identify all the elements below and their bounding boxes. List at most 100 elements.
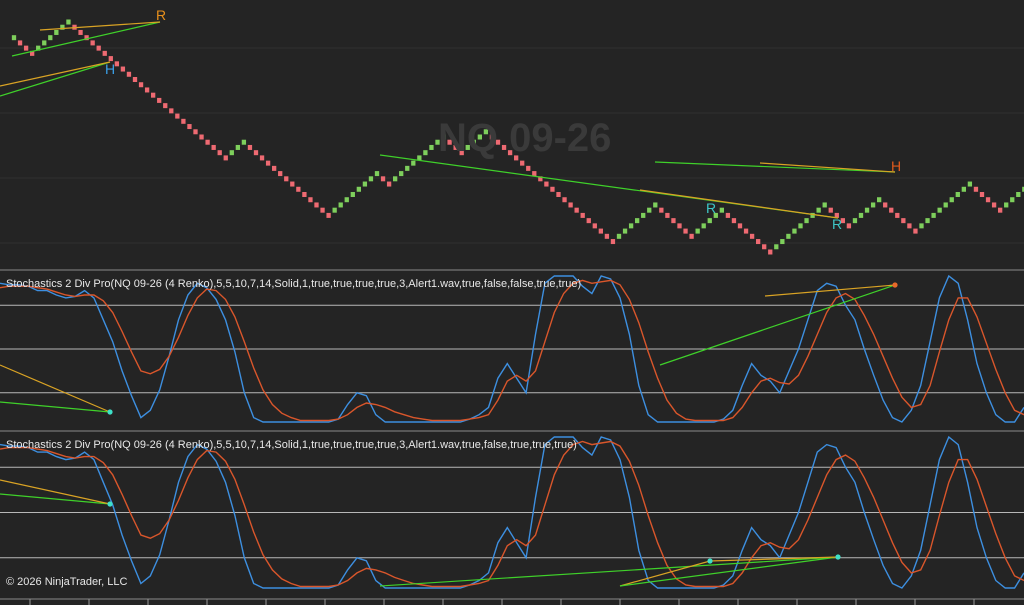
down-brick [308, 197, 313, 203]
down-brick [272, 165, 277, 171]
divergence-marker [707, 558, 713, 564]
up-brick [816, 207, 821, 213]
down-brick [181, 118, 186, 124]
down-brick [883, 202, 888, 208]
down-brick [453, 144, 458, 150]
down-brick [120, 66, 126, 72]
down-brick [532, 171, 537, 177]
up-brick [967, 181, 973, 187]
up-brick [943, 202, 948, 208]
down-brick [151, 92, 156, 98]
divergence-label: R [156, 7, 166, 23]
down-brick [762, 244, 767, 250]
divergence-marker [107, 501, 113, 507]
up-brick [393, 176, 398, 182]
up-brick [362, 181, 368, 187]
down-brick [84, 35, 89, 41]
down-brick [544, 181, 549, 187]
up-brick [1004, 202, 1009, 208]
slow-stochastic-line [0, 440, 1024, 588]
down-brick [114, 61, 119, 67]
indicator-title-2: Stochastics 2 Div Pro(NQ 09-26 (4 Renko)… [6, 439, 577, 451]
up-brick [713, 212, 718, 218]
down-brick [102, 50, 107, 56]
down-brick [175, 113, 180, 119]
up-brick [356, 186, 361, 192]
up-brick [719, 207, 724, 213]
bear-divergence-line [759, 162, 896, 173]
down-brick [278, 171, 283, 177]
down-brick [586, 218, 591, 224]
up-brick [786, 233, 791, 239]
up-brick [695, 228, 700, 234]
down-brick [568, 202, 573, 208]
up-brick [798, 223, 803, 229]
bull-divergence-line [654, 161, 896, 173]
bear-divergence-line [39, 21, 161, 31]
up-brick [60, 24, 65, 30]
down-brick [30, 50, 35, 56]
down-brick [132, 77, 138, 82]
up-brick [235, 144, 240, 150]
bull-divergence-line [11, 21, 161, 57]
oscillator-lines [0, 274, 1024, 589]
up-brick [1010, 197, 1015, 203]
fast-stochastic-line [0, 274, 1024, 423]
up-brick [411, 160, 416, 166]
up-brick [707, 218, 712, 224]
up-brick [417, 155, 422, 161]
up-brick [931, 212, 936, 218]
bull-divergence-line [659, 284, 896, 366]
down-brick [985, 197, 991, 203]
down-brick [846, 223, 852, 229]
down-brick [320, 207, 325, 213]
up-brick [338, 202, 343, 208]
bear-divergence-line [0, 61, 111, 87]
down-brick [144, 87, 150, 93]
bear-divergence-line [0, 479, 111, 505]
down-brick [677, 223, 682, 229]
up-brick [822, 202, 827, 208]
up-brick [774, 244, 779, 250]
down-brick [253, 150, 259, 156]
bear-divergence-line [619, 560, 711, 587]
down-brick [211, 144, 216, 150]
down-brick [598, 228, 603, 234]
down-brick [108, 56, 113, 62]
down-brick [199, 134, 204, 140]
up-brick [810, 212, 815, 218]
down-brick [979, 192, 985, 197]
down-brick [78, 29, 83, 35]
up-brick [870, 202, 876, 208]
down-brick [314, 202, 319, 208]
down-brick [126, 71, 132, 77]
indicator-title-1: Stochastics 2 Div Pro(NQ 09-26 (4 Renko)… [6, 278, 582, 290]
up-brick [653, 202, 658, 208]
up-brick [11, 35, 17, 41]
up-brick [1022, 186, 1024, 192]
down-brick [901, 218, 906, 224]
down-brick [380, 176, 386, 182]
up-brick [241, 139, 247, 145]
up-brick [471, 139, 476, 145]
down-brick [659, 207, 664, 213]
down-brick [247, 144, 253, 150]
up-brick [804, 218, 809, 224]
down-brick [683, 228, 688, 234]
down-brick [495, 139, 501, 145]
up-brick [66, 19, 71, 25]
down-brick [90, 40, 95, 46]
up-brick [477, 134, 482, 140]
down-brick [507, 150, 513, 156]
down-brick [574, 207, 579, 213]
grid-layer [0, 47, 1024, 605]
down-brick [737, 223, 743, 229]
down-brick [96, 45, 101, 51]
down-brick [138, 82, 144, 88]
down-brick [840, 218, 845, 224]
down-brick [768, 249, 773, 255]
up-brick [616, 233, 622, 239]
up-brick [792, 228, 797, 234]
down-brick [665, 212, 670, 218]
up-brick [229, 150, 234, 156]
